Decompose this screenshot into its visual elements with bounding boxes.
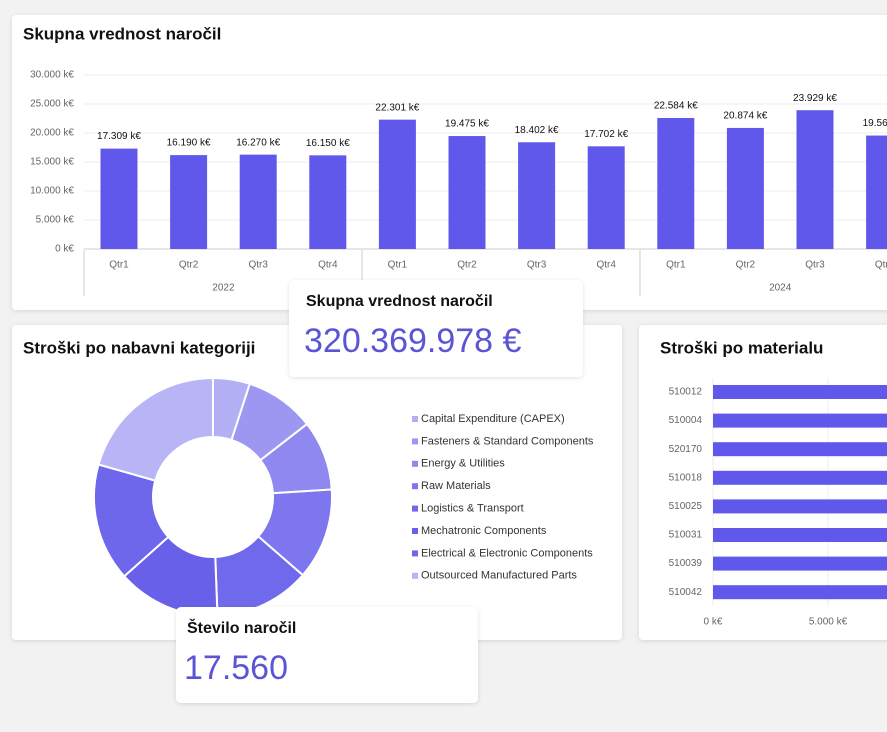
- data-label: 20.874 k€: [723, 111, 767, 122]
- legend-swatch: [412, 550, 418, 557]
- x-tick-label: Qtr4: [318, 260, 338, 271]
- bar: [713, 499, 887, 514]
- legend-label: Mechatronic Components: [421, 525, 547, 537]
- chart-title: Skupna vrednost naročil: [23, 24, 221, 43]
- bar: [713, 385, 887, 399]
- data-label: 17.702 k€: [584, 129, 628, 140]
- bar: [713, 585, 887, 600]
- bar: [239, 154, 277, 249]
- x-tick-label: Qtr1: [109, 260, 129, 271]
- kpi-card: Skupna vrednost naročil 320.369.978 €: [289, 280, 583, 377]
- data-label: 23.929 k€: [793, 93, 837, 104]
- x-tick-label: Qtr3: [527, 260, 547, 271]
- y-tick-label: 510018: [669, 472, 703, 483]
- x-group-label: 2024: [769, 283, 792, 294]
- x-tick-label: Qtr4: [596, 260, 616, 271]
- x-tick-label: Qtr1: [666, 260, 686, 271]
- bar: [713, 442, 887, 457]
- bar: [866, 135, 887, 249]
- y-tick-label: 510031: [669, 530, 703, 541]
- data-label: 22.584 k€: [654, 101, 698, 112]
- y-tick-label: 15.000 k€: [30, 157, 74, 168]
- legend-swatch: [412, 483, 418, 490]
- x-group-label: 2022: [212, 283, 235, 294]
- data-label: 22.301 k€: [375, 102, 419, 113]
- bar: [170, 155, 208, 249]
- x-tick-label: 0 k€: [704, 617, 723, 628]
- x-tick-label: Qtr1: [388, 260, 408, 271]
- bar: [309, 155, 347, 249]
- donut-chart: Capital Expenditure (CAPEX) Fasteners & S…: [93, 376, 594, 617]
- legend-swatch: [412, 416, 418, 422]
- y-tick-label: 0 k€: [55, 244, 74, 255]
- data-label: 19.560 k€: [863, 118, 887, 129]
- bar: [713, 556, 887, 571]
- x-tick-label: Qtr2: [736, 260, 756, 271]
- kpi-card: Število naročil 17.560: [176, 607, 478, 703]
- y-tick-label: 510012: [669, 387, 703, 398]
- legend-swatch: [412, 505, 418, 512]
- bar: [713, 470, 887, 485]
- legend-swatch: [412, 438, 418, 445]
- bar: [587, 146, 625, 249]
- y-tick-label: 510004: [669, 415, 703, 426]
- data-label: 16.270 k€: [236, 137, 280, 148]
- chart-title: Stroški po nabavni kategoriji: [23, 338, 255, 357]
- bar: [378, 119, 416, 249]
- x-tick-label: Qtr4: [875, 260, 887, 271]
- card: [289, 280, 583, 377]
- card: [176, 607, 478, 703]
- y-tick-label: 5.000 k€: [36, 215, 75, 226]
- legend-label: Logistics & Transport: [421, 503, 524, 515]
- x-tick-label: Qtr3: [248, 260, 268, 271]
- x-tick-label: Qtr2: [179, 260, 199, 271]
- bar: [713, 528, 887, 542]
- y-tick-label: 520170: [669, 444, 703, 455]
- legend-label: Raw Materials: [421, 480, 491, 492]
- data-label: 16.190 k€: [167, 138, 211, 149]
- kpi-value: 17.560: [184, 649, 288, 687]
- y-tick-label: 20.000 k€: [30, 128, 74, 139]
- legend-label: Capital Expenditure (CAPEX): [421, 413, 565, 425]
- data-label: 18.402 k€: [515, 125, 559, 136]
- legend-swatch: [412, 460, 418, 467]
- legend-label: Fasteners & Standard Components: [421, 435, 594, 447]
- chart-title: Stroški po materialu: [660, 338, 823, 357]
- bar: [100, 148, 138, 249]
- bar: [518, 142, 556, 249]
- legend-label: Energy & Utilities: [421, 458, 505, 470]
- legend-label: Outsourced Manufactured Parts: [421, 570, 577, 582]
- donut-slice: [97, 376, 214, 482]
- data-label: 16.150 k€: [306, 138, 350, 149]
- x-tick-label: Qtr2: [457, 260, 477, 271]
- legend-label: Electrical & Electronic Components: [421, 547, 593, 559]
- bar-chart: 0 k€ 5.000 k€ 10.000 k€ 15.000 k€ 20.000 k€ 2…: [30, 70, 887, 296]
- hbar-chart: 0 k€ 5.000 k€ 510012 510004 520170 510018 5100…: [669, 378, 887, 628]
- bar: [657, 118, 695, 249]
- y-tick-label: 25.000 k€: [30, 99, 74, 110]
- y-tick-label: 10.000 k€: [30, 186, 74, 197]
- y-tick-label: 510039: [669, 558, 703, 569]
- x-tick-label: Qtr3: [805, 260, 825, 271]
- y-tick-label: 510025: [669, 501, 703, 512]
- y-tick-label: 510042: [669, 587, 703, 598]
- x-tick-label: 5.000 k€: [809, 617, 848, 628]
- data-label: 19.475 k€: [445, 119, 489, 130]
- bar: [713, 413, 887, 428]
- bar: [796, 110, 834, 250]
- y-tick-label: 30.000 k€: [30, 70, 74, 81]
- legend-swatch: [412, 572, 418, 579]
- kpi-value: 320.369.978 €: [304, 322, 522, 360]
- bar: [448, 136, 486, 249]
- kpi-title: Skupna vrednost naročil: [306, 293, 493, 310]
- kpi-title: Število naročil: [187, 618, 296, 637]
- legend-swatch: [412, 528, 418, 534]
- bar: [726, 127, 764, 249]
- data-label: 17.309 k€: [97, 131, 141, 142]
